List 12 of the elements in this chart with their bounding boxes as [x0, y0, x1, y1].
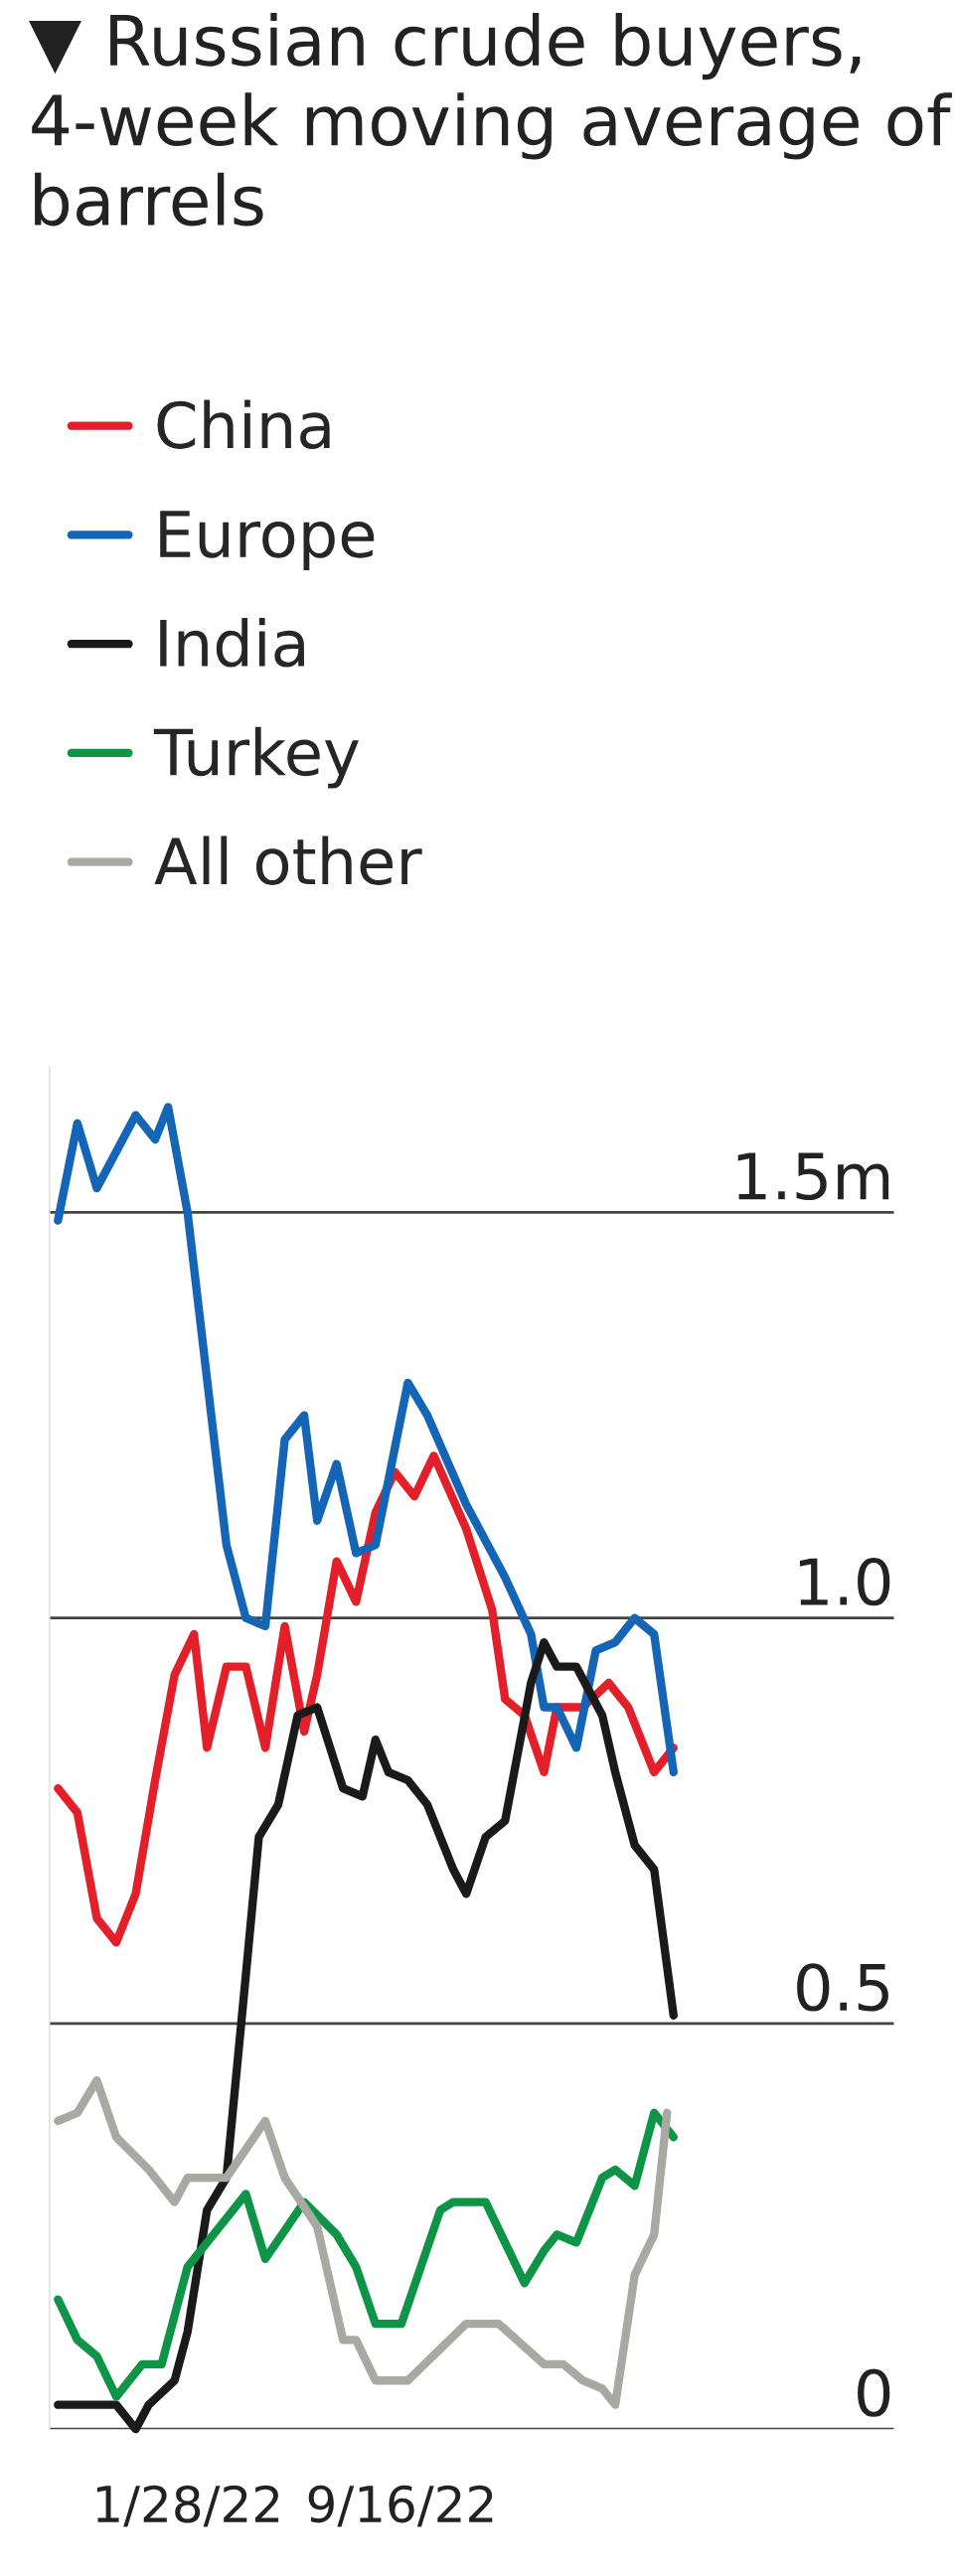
- y-tick-label: 1.5m: [737, 1152, 889, 1201]
- y-tick-label: 0: [858, 2368, 890, 2417]
- legend-label: Europe: [160, 511, 375, 571]
- chart-title: ▼ Russian crude buyers, 4-week moving average of barrels: [29, 12, 952, 227]
- x-tick-label: 9/16/22: [308, 2485, 493, 2527]
- legend-label: Turkey: [153, 726, 359, 789]
- y-tick-label: 0.5: [797, 1963, 888, 2012]
- x-tick-label: 1/28/22: [96, 2485, 279, 2527]
- legend-label: China: [157, 399, 330, 449]
- y-tick-label: 1.0: [799, 1558, 890, 1606]
- legend-label: India: [160, 618, 304, 668]
- legend-label: All other: [154, 835, 422, 885]
